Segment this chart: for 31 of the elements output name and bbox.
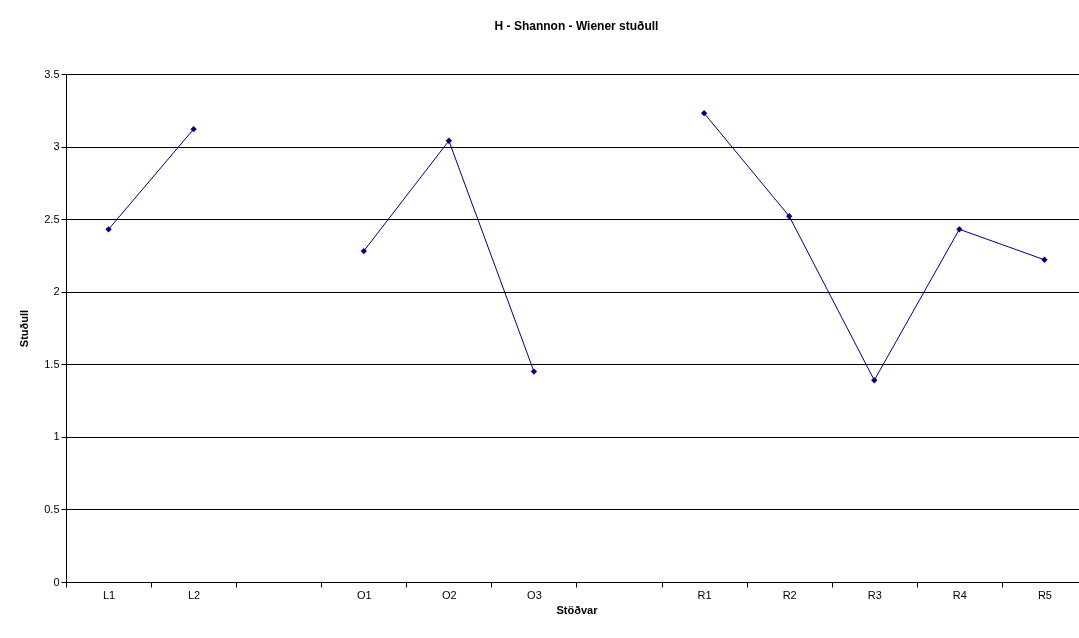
x-tick-label: R5: [1037, 588, 1052, 601]
point: [190, 125, 197, 133]
x-tick-label: O1: [356, 588, 372, 601]
x-tick-label: O3: [527, 588, 542, 601]
x-tick-label: L2: [188, 588, 201, 601]
y-tick-label: 0: [53, 575, 60, 588]
point: [1041, 256, 1048, 263]
point: [871, 377, 878, 384]
y-tick-label: 3.5: [44, 67, 60, 80]
y-tick-label: 2: [53, 285, 60, 298]
y-tick-label: 1: [53, 430, 60, 443]
x-tick-label: O2: [442, 588, 457, 601]
x-tick-label: R4: [952, 588, 967, 601]
chart-title: H - Shannon - Wiener stuðull: [494, 19, 659, 33]
point: [700, 110, 708, 117]
x-tick-label: R2: [782, 588, 797, 601]
x-axis-title: Stöðvar: [556, 603, 599, 616]
point: [956, 226, 963, 233]
y-axis-title: Stuðull: [18, 309, 31, 348]
point: [105, 226, 112, 233]
x-tick-label: R1: [697, 588, 712, 601]
point: [530, 368, 538, 375]
x-tick-label: R3: [867, 588, 882, 601]
y-tick-label: 1.5: [44, 357, 60, 370]
y-tick-label: 2.5: [44, 212, 60, 225]
x-tick-label: L1: [102, 588, 116, 601]
point: [445, 137, 453, 144]
point: [360, 247, 367, 255]
point: [786, 213, 793, 220]
y-tick-label: 0.5: [44, 502, 60, 515]
y-tick-label: 3: [53, 140, 60, 153]
